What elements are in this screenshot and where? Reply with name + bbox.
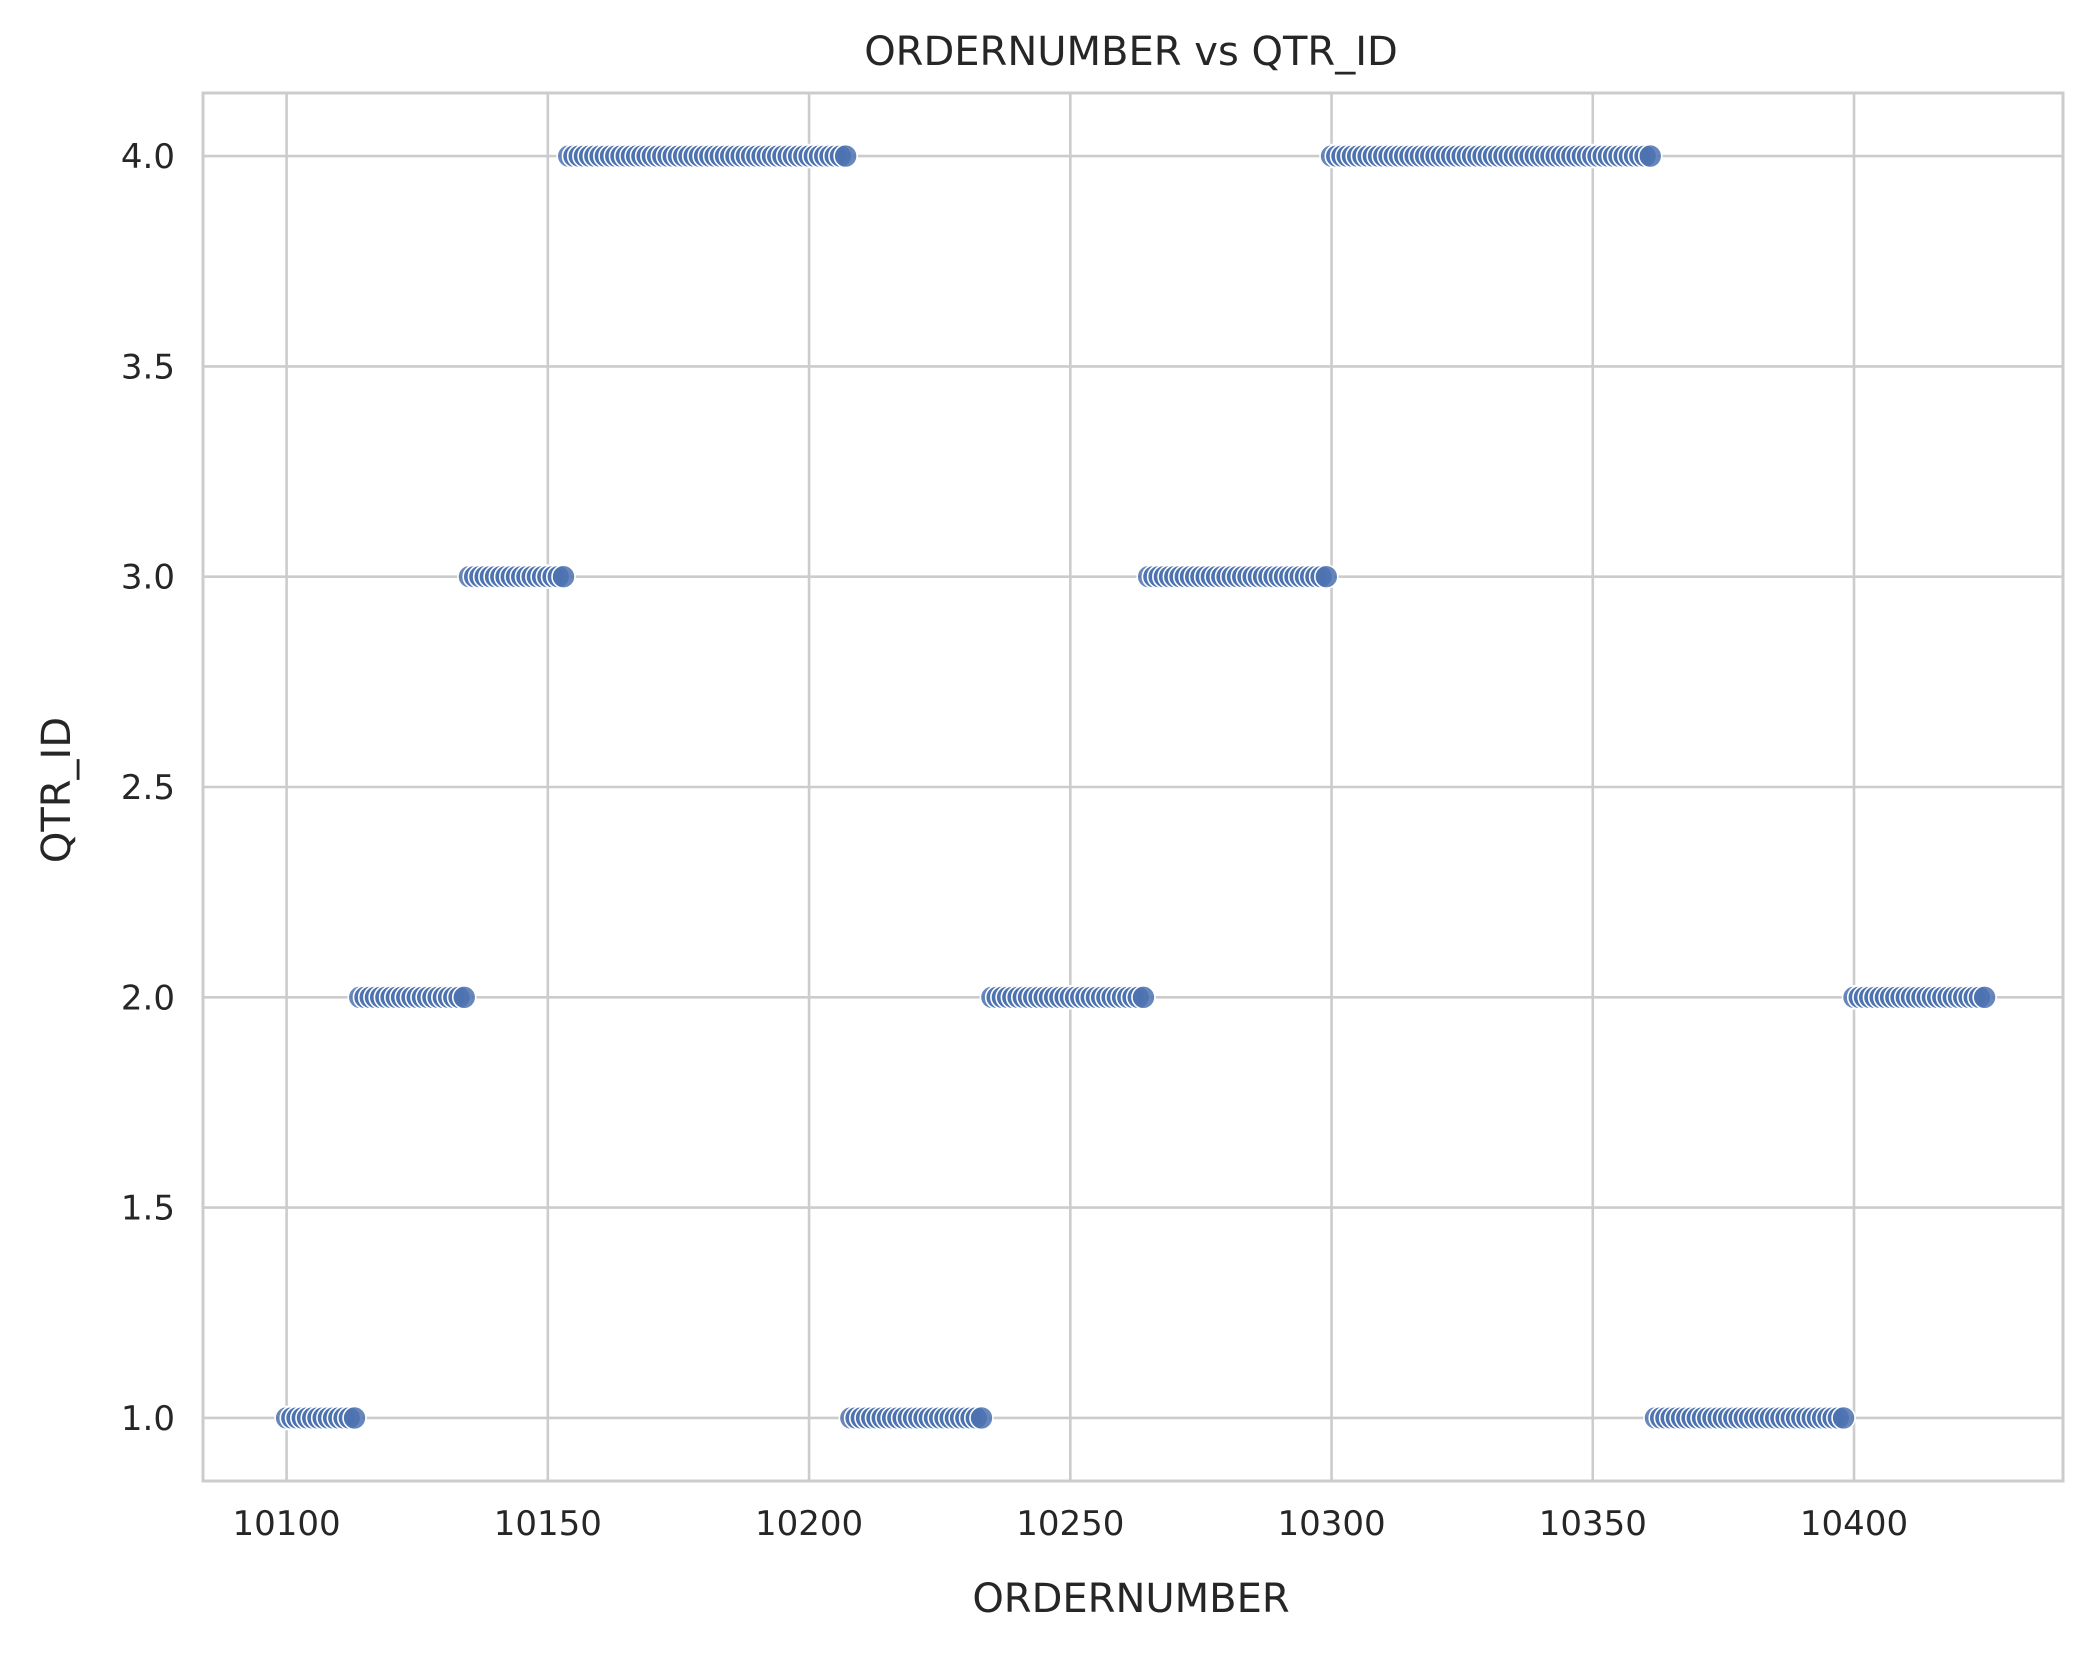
y-axis-label: QTR_ID: [34, 717, 80, 863]
data-point: [833, 143, 858, 169]
y-tick-labels: 1.0 1.5 2.0 2.5 3.0 3.5 4.0: [121, 137, 175, 1439]
chart-title: ORDERNUMBER vs QTR_ID: [864, 29, 1398, 75]
x-tick-label: 10300: [1277, 1504, 1385, 1544]
x-tick-label: 10350: [1539, 1504, 1647, 1544]
data-point: [969, 1405, 994, 1431]
x-tick-label: 10200: [755, 1504, 863, 1544]
x-tick-labels: 10100 10150 10200 10250 10300 10350 10400: [233, 1504, 1909, 1544]
x-tick-label: 10150: [494, 1504, 602, 1544]
data-point: [1831, 1405, 1856, 1431]
y-tick-label: 2.5: [121, 768, 175, 808]
y-tick-label: 4.0: [121, 137, 175, 177]
plot-frame: [201, 91, 2065, 1483]
x-tick-label: 10250: [1016, 1504, 1124, 1544]
data-point: [1131, 984, 1156, 1010]
y-tick-label: 1.5: [121, 1189, 175, 1229]
data-point: [342, 1405, 367, 1431]
data-point: [1637, 143, 1663, 169]
x-axis-label: ORDERNUMBER: [972, 1576, 1289, 1622]
y-tick-label: 2.0: [121, 978, 175, 1018]
data-point: [1314, 564, 1339, 590]
data-point: [1972, 984, 1997, 1010]
data-points: [274, 143, 1997, 1431]
y-tick-label: 3.5: [121, 347, 175, 387]
y-tick-label: 3.0: [121, 558, 175, 598]
data-point: [451, 984, 477, 1010]
x-tick-label: 10100: [233, 1504, 341, 1544]
data-point: [551, 564, 576, 590]
y-tick-label: 1.0: [121, 1399, 175, 1439]
x-tick-label: 10400: [1800, 1504, 1908, 1544]
